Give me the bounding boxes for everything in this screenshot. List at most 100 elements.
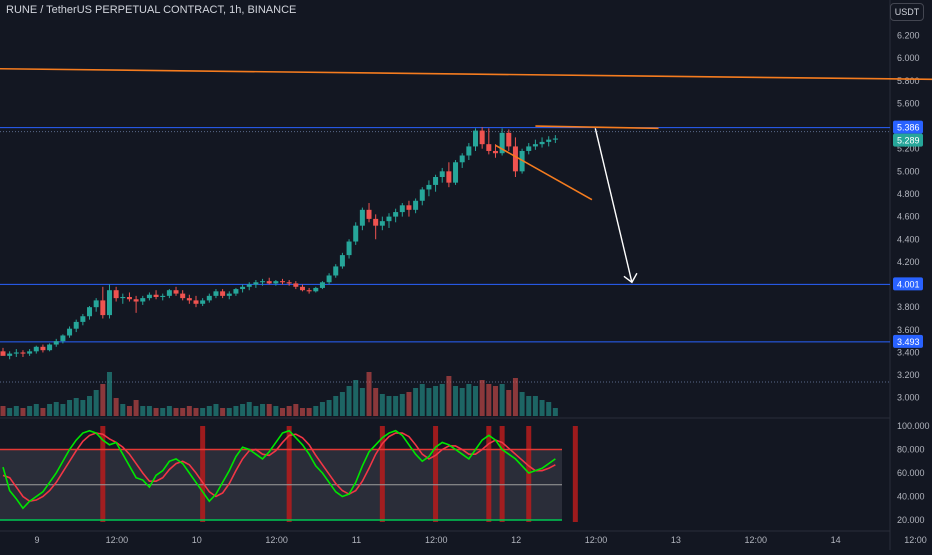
candle-body bbox=[413, 200, 419, 210]
candle-body bbox=[20, 352, 26, 354]
time-tick-label: 12:00 bbox=[106, 535, 129, 545]
price-label-support1: 4.001 bbox=[897, 279, 920, 289]
candle-body bbox=[7, 353, 13, 356]
volume-bar bbox=[346, 386, 352, 416]
stoch-tick-label: 80.000 bbox=[897, 445, 925, 455]
volume-bar bbox=[519, 392, 525, 416]
candle-body bbox=[226, 293, 232, 296]
candle-body bbox=[433, 177, 439, 185]
time-tick-label: 14 bbox=[831, 535, 841, 545]
price-tick-label: 5.000 bbox=[897, 166, 920, 176]
volume-bar bbox=[153, 408, 159, 416]
volume-bar bbox=[333, 396, 339, 416]
price-tick-label: 4.200 bbox=[897, 257, 920, 267]
volume-bar bbox=[393, 396, 399, 416]
candle-body bbox=[47, 344, 53, 351]
candle-body bbox=[386, 216, 392, 222]
price-tick-label: 4.400 bbox=[897, 234, 920, 244]
candle-body bbox=[426, 184, 432, 190]
volume-bar bbox=[240, 404, 246, 416]
candle-body bbox=[366, 209, 372, 219]
candle-body bbox=[280, 281, 286, 283]
candle-body bbox=[479, 130, 485, 145]
candle-body bbox=[552, 138, 558, 140]
price-tick-label: 3.200 bbox=[897, 370, 920, 380]
trendline-2 bbox=[535, 125, 659, 130]
candle-body bbox=[359, 209, 365, 226]
price-label-support1-bg bbox=[893, 277, 923, 291]
time-tick-label: 9 bbox=[34, 535, 39, 545]
candle-body bbox=[40, 346, 46, 351]
volume-bar bbox=[100, 384, 106, 416]
volume-bar bbox=[220, 408, 226, 416]
price-tick-label: 5.600 bbox=[897, 98, 920, 108]
time-tick-label: 11 bbox=[352, 535, 361, 545]
volume-bar bbox=[479, 380, 485, 416]
volume-bar bbox=[546, 402, 552, 416]
candle-body bbox=[499, 132, 505, 154]
candle-body bbox=[326, 275, 332, 283]
volume-bar bbox=[459, 388, 465, 416]
candle-body bbox=[120, 296, 126, 299]
stoch-tick-label: 20.000 bbox=[897, 515, 925, 525]
price-tick-label: 3.000 bbox=[897, 393, 920, 403]
candle-body bbox=[87, 307, 93, 317]
candle-body bbox=[0, 351, 6, 356]
volume-bar bbox=[326, 400, 332, 416]
price-tick-label: 3.800 bbox=[897, 302, 920, 312]
currency-button[interactable]: USDT bbox=[890, 3, 924, 21]
candle-body bbox=[146, 294, 152, 299]
candle-body bbox=[546, 139, 552, 142]
volume-bar bbox=[280, 408, 286, 416]
volume-bar bbox=[40, 408, 46, 416]
time-tick-label: 12 bbox=[511, 535, 521, 545]
candle-body bbox=[306, 290, 312, 292]
candle-body bbox=[220, 291, 226, 296]
chart-title: RUNE / TetherUS PERPETUAL CONTRACT, 1h, … bbox=[6, 4, 297, 16]
time-tick-label: 12:00 bbox=[904, 535, 927, 545]
volume-bar bbox=[399, 394, 405, 416]
candle-body bbox=[240, 286, 246, 290]
volume-bar bbox=[466, 384, 472, 416]
volume-bar bbox=[499, 384, 505, 416]
volume-bar bbox=[246, 402, 252, 416]
candle-body bbox=[373, 218, 379, 226]
candle-body bbox=[512, 146, 518, 172]
signal-bar bbox=[572, 426, 578, 522]
volume-bar bbox=[166, 406, 172, 416]
volume-bar bbox=[126, 406, 132, 416]
time-tick-label: 12:00 bbox=[744, 535, 767, 545]
candle-body bbox=[299, 286, 305, 291]
candle-body bbox=[379, 221, 385, 226]
volume-bar bbox=[506, 390, 512, 416]
volume-bar bbox=[226, 408, 232, 416]
projection-arrow-line bbox=[594, 128, 633, 283]
volume-bar bbox=[180, 408, 186, 416]
price-tick-label: 5.200 bbox=[897, 144, 920, 154]
candle-body bbox=[180, 293, 186, 299]
candle-body bbox=[253, 282, 259, 285]
candle-body bbox=[446, 171, 452, 183]
signal-bar bbox=[486, 426, 492, 522]
volume-bar bbox=[273, 406, 279, 416]
volume-bar bbox=[260, 404, 266, 416]
volume-bar bbox=[446, 376, 452, 416]
volume-bar bbox=[512, 378, 518, 416]
volume-bar bbox=[193, 408, 199, 416]
price-label-current-bg bbox=[893, 133, 923, 147]
candle-body bbox=[419, 189, 425, 201]
volume-bar bbox=[319, 402, 325, 416]
volume-bar bbox=[379, 394, 385, 416]
volume-bar bbox=[80, 400, 86, 416]
candle-body bbox=[160, 295, 166, 297]
volume-bar bbox=[539, 400, 545, 416]
volume-bar bbox=[453, 386, 459, 416]
price-label-support2: 3.493 bbox=[897, 337, 920, 347]
stoch-k-line bbox=[2, 429, 556, 510]
candle-body bbox=[166, 290, 172, 296]
time-tick-label: 13 bbox=[671, 535, 681, 545]
volume-bar bbox=[492, 386, 498, 416]
candle-body bbox=[13, 352, 19, 354]
